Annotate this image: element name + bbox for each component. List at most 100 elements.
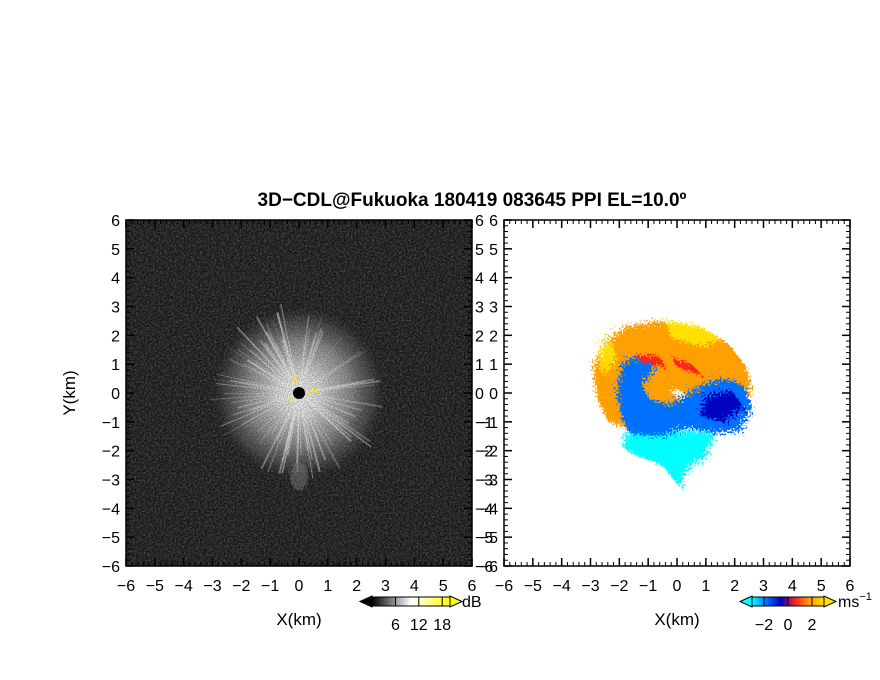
y-tick-label: 2 [111, 328, 120, 345]
figure-title: 3D−CDL@Fukuoka 180419 083645 PPI EL=10.0… [258, 190, 687, 211]
reflectivity-colorbar-over-arrow [449, 595, 464, 608]
y-tick-label: −3 [102, 473, 120, 490]
y-tick-label: 0 [489, 386, 498, 403]
reflectivity-colorbar-tick-label: 6 [391, 617, 400, 634]
y-tick-label: 2 [489, 328, 498, 345]
echo-speck [294, 380, 298, 384]
velocity-region-strong-positive [665, 320, 721, 347]
y-tick-label: −3 [480, 473, 498, 490]
reflectivity-colorbar-tick-label: 18 [433, 617, 451, 634]
velocity-colorbar-under-arrow [738, 595, 753, 608]
reflectivity-colorbar-unit: dB [462, 594, 482, 611]
y-tick-label-right: 1 [475, 357, 484, 374]
velocity-colorbar: ms−1 −2 0 2 [738, 591, 872, 634]
y-tick-label: −6 [102, 559, 120, 576]
y-tick-label: −2 [480, 444, 498, 461]
x-tick-label: 6 [846, 578, 855, 595]
x-tick-label: 1 [323, 578, 332, 595]
x-tick-label: −2 [610, 578, 628, 595]
x-tick-label: −3 [203, 578, 221, 595]
reflectivity-panel: −6 −5 −4 −3 −2 −1 0 1 2 3 4 5 6−6 −6−5 −5−4 −4−3 −3−2 −2−… [60, 213, 493, 629]
y-tick-label: −4 [102, 501, 120, 518]
velocity-region-strong-positive [599, 338, 617, 376]
velocity-colorbar-tick-label: 0 [784, 617, 793, 634]
velocity-image [504, 220, 850, 566]
right-x-axis-label: X(km) [654, 610, 699, 629]
velocity-unit-exponent: −1 [859, 591, 872, 603]
y-tick-label-right: 0 [475, 386, 484, 403]
y-tick-label: −5 [102, 530, 120, 547]
y-tick-label-right: −1 [475, 415, 493, 432]
y-tick-label-right: 6 [475, 213, 484, 230]
x-tick-label: −5 [524, 578, 542, 595]
y-tick-label-right: −6 [475, 559, 493, 576]
x-tick-label: 1 [701, 578, 710, 595]
x-tick-label: 5 [817, 578, 826, 595]
velocity-region-zero-crossing [636, 355, 666, 368]
x-tick-label: −1 [639, 578, 657, 595]
y-tick-label-right: 4 [475, 271, 484, 288]
y-tick-label: 4 [111, 271, 120, 288]
x-tick-label: 4 [410, 578, 419, 595]
x-tick-label: 3 [381, 578, 390, 595]
y-tick-label: 3 [111, 300, 120, 317]
y-tick-label: 0 [111, 386, 120, 403]
x-tick-label: −2 [232, 578, 250, 595]
echo-speck [307, 391, 311, 395]
y-tick-label: 5 [111, 242, 120, 259]
velocity-region-zero-crossing [671, 358, 703, 376]
y-tick-label-right: −2 [475, 444, 493, 461]
x-tick-label: 0 [673, 578, 682, 595]
y-tick-label: 6 [111, 213, 120, 230]
x-tick-label: 4 [788, 578, 797, 595]
velocity-region-strong-negative [700, 390, 744, 422]
velocity-unit-base: ms [838, 594, 859, 611]
y-tick-label-right: −4 [475, 501, 493, 518]
velocity-region-weak-negative [622, 430, 715, 489]
echo-speck [291, 375, 295, 379]
x-tick-label: −1 [261, 578, 279, 595]
velocity-colorbar-tick-label: −2 [755, 617, 773, 634]
velocity-centre-gap [672, 390, 685, 399]
y-tick-label: −6 [480, 559, 498, 576]
reflectivity-colorbar-ramp [371, 596, 451, 607]
echo-speck [315, 389, 319, 393]
velocity-colorbar-over-arrow [823, 595, 838, 608]
y-tick-label: −1 [480, 415, 498, 432]
x-tick-label: 2 [352, 578, 361, 595]
left-x-axis-label: X(km) [276, 610, 321, 629]
y-tick-label-right: −5 [475, 530, 493, 547]
x-tick-label: −6 [117, 578, 135, 595]
y-tick-label: 3 [489, 300, 498, 317]
velocity-colorbar-unit: ms−1 [838, 591, 872, 611]
x-tick-label: −3 [581, 578, 599, 595]
velocity-panel: −6 −5 −4 −3 −2 −1 0 1 2 3 4 5 6 −6 −5 −4 −3 −2 −1 0 1 2 3 4 5 6 X… [480, 213, 855, 629]
x-tick-label: −4 [553, 578, 571, 595]
reflectivity-colorbar: dB 6 12 18 [358, 594, 482, 634]
y-tick-label: 6 [489, 213, 498, 230]
reflectivity-colorbar-under-arrow [358, 595, 373, 608]
y-tick-label: −4 [480, 501, 498, 518]
y-tick-label: 4 [489, 271, 498, 288]
y-tick-label: 5 [489, 242, 498, 259]
x-tick-label: 6 [468, 578, 477, 595]
x-tick-label: −5 [146, 578, 164, 595]
y-tick-label-right: −3 [475, 473, 493, 490]
y-tick-label-right: 3 [475, 300, 484, 317]
velocity-colorbar-tick-label: 2 [808, 617, 817, 634]
x-tick-label: 3 [759, 578, 768, 595]
x-tick-label: 5 [439, 578, 448, 595]
x-tick-label: −4 [175, 578, 193, 595]
x-tick-label: −6 [495, 578, 513, 595]
radar-site-marker [293, 387, 305, 399]
y-tick-label-right: 2 [475, 328, 484, 345]
x-tick-label: 0 [295, 578, 304, 595]
velocity-echo [593, 320, 752, 489]
y-tick-label: −1 [102, 415, 120, 432]
reflectivity-image [126, 220, 472, 566]
y-tick-label-right: 5 [475, 242, 484, 259]
y-tick-label: −2 [102, 444, 120, 461]
y-tick-label: 1 [111, 357, 120, 374]
reflectivity-echo [126, 220, 472, 566]
